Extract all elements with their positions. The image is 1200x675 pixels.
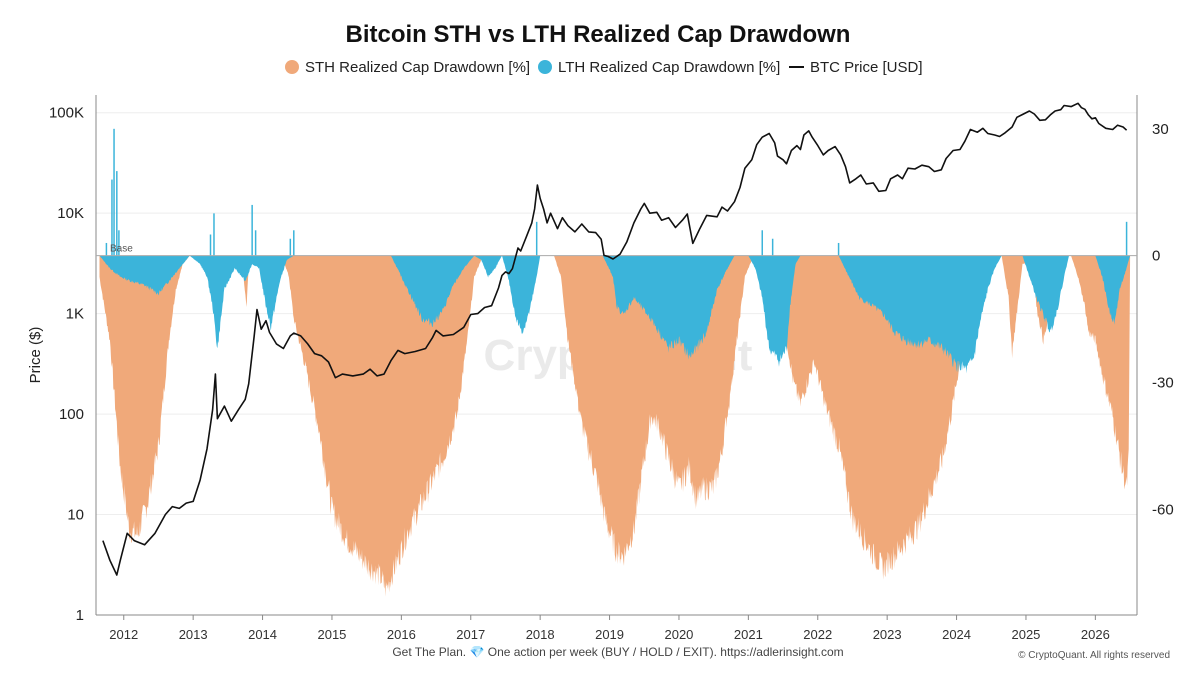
x-tick-2012: 2012 <box>109 627 138 642</box>
copyright-text: © CryptoQuant. All rights reserved <box>1018 650 1170 661</box>
y-left-tick-1: 1 <box>76 607 84 624</box>
sth-drawdown-area <box>99 255 1131 597</box>
y-axis-left-label: Price ($) <box>27 327 44 384</box>
x-tick-2013: 2013 <box>179 627 208 642</box>
base-label: Base <box>110 244 133 255</box>
x-tick-2025: 2025 <box>1011 627 1040 642</box>
legend: STH Realized Cap Drawdown [%] LTH Realiz… <box>285 59 923 76</box>
y-left-tick-10: 10 <box>67 507 84 524</box>
y-right-tick-0: 0 <box>1152 248 1160 265</box>
legend-sth-marker <box>285 60 299 74</box>
legend-lth-label: LTH Realized Cap Drawdown [%] <box>558 59 780 76</box>
x-tick-2018: 2018 <box>526 627 555 642</box>
y-right-tick-30: 30 <box>1152 121 1169 138</box>
lth-drawdown-area <box>99 255 1131 374</box>
x-tick-2020: 2020 <box>664 627 693 642</box>
y-left-tick-100: 100 <box>59 406 84 423</box>
x-tick-2024: 2024 <box>942 627 971 642</box>
legend-sth-label: STH Realized Cap Drawdown [%] <box>305 59 530 76</box>
legend-lth-marker <box>538 60 552 74</box>
x-tick-2023: 2023 <box>873 627 902 642</box>
x-tick-2014: 2014 <box>248 627 277 642</box>
btc-price-line <box>102 102 1128 576</box>
x-tick-2026: 2026 <box>1081 627 1110 642</box>
x-tick-2016: 2016 <box>387 627 416 642</box>
legend-btc-label: BTC Price [USD] <box>810 59 923 76</box>
y-right-tick--30: -30 <box>1152 374 1174 391</box>
x-tick-2022: 2022 <box>803 627 832 642</box>
footer-promo: Get The Plan. 💎 One action per week (BUY… <box>392 645 843 659</box>
y-left-tick-100K: 100K <box>49 105 84 122</box>
x-tick-2015: 2015 <box>317 627 346 642</box>
chart-title: Bitcoin STH vs LTH Realized Cap Drawdown <box>346 21 851 48</box>
x-tick-2019: 2019 <box>595 627 624 642</box>
x-tick-2017: 2017 <box>456 627 485 642</box>
y-right-tick--60: -60 <box>1152 501 1174 518</box>
y-left-tick-10K: 10K <box>57 205 84 222</box>
y-left-tick-1K: 1K <box>66 306 84 323</box>
x-tick-2021: 2021 <box>734 627 763 642</box>
plot-area: 1 10 100 1K 10K 100K 30 0 -30 -60 2012 2013 2014 2015… <box>49 95 1174 642</box>
